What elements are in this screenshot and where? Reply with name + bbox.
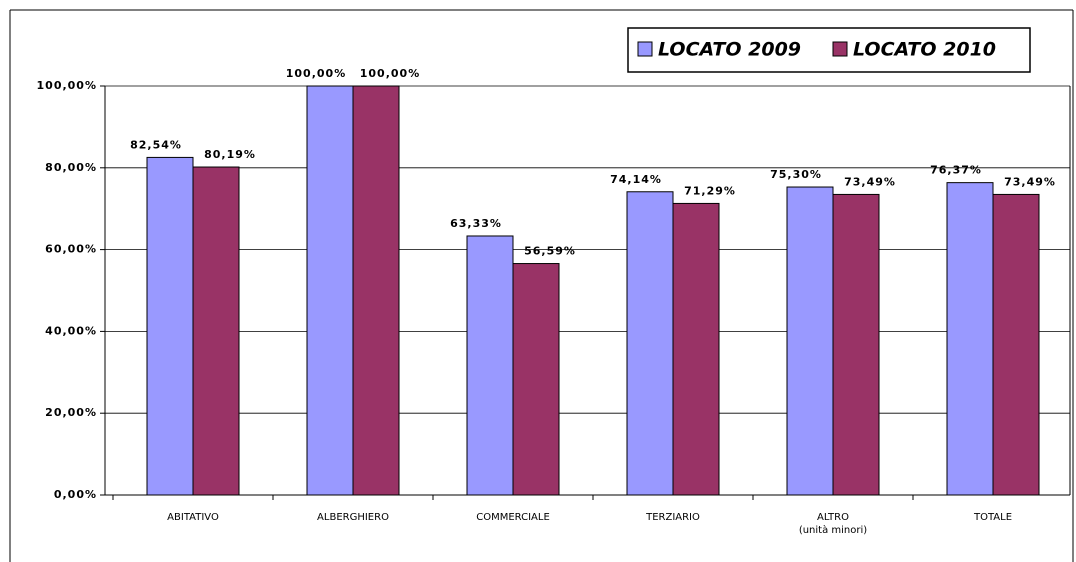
legend-label: LOCATO 2010 — [853, 39, 996, 61]
bar — [352, 85, 400, 496]
x-tick-label: TOTALE — [973, 512, 1013, 523]
y-tick-label: 40,00% — [45, 324, 97, 337]
bar — [306, 85, 354, 496]
data-label: 100,00% — [286, 67, 346, 80]
bar — [946, 182, 994, 496]
bar — [512, 263, 560, 496]
bar — [146, 156, 194, 496]
legend-box — [627, 27, 1031, 73]
x-tick-label: ABITATIVO — [167, 512, 219, 523]
data-label: 82,54% — [130, 138, 182, 151]
data-label: 63,33% — [450, 217, 502, 230]
bar — [626, 191, 674, 496]
bar — [832, 193, 880, 496]
legend-swatch — [832, 41, 848, 57]
data-label: 76,37% — [930, 164, 982, 177]
data-label: 75,30% — [770, 168, 822, 181]
bar — [192, 166, 240, 496]
x-tick-label: TERZIARIO — [646, 512, 700, 523]
legend-swatch — [637, 41, 653, 57]
x-tick-label: COMMERCIALE — [476, 512, 550, 523]
y-tick-label: 100,00% — [37, 79, 97, 92]
data-label: 74,14% — [610, 173, 662, 186]
y-tick-label: 60,00% — [45, 243, 97, 256]
data-label: 100,00% — [360, 67, 420, 80]
x-tick-label: ALTRO (unità minori) — [798, 512, 868, 536]
x-tick-label: ALBERGHIERO — [317, 512, 389, 523]
data-label: 56,59% — [524, 245, 576, 258]
y-tick-label: 20,00% — [45, 406, 97, 419]
bar — [672, 202, 720, 496]
bar — [786, 186, 834, 496]
data-label: 73,49% — [1004, 175, 1056, 188]
bar — [992, 193, 1040, 496]
bar — [466, 235, 514, 496]
legend-label: LOCATO 2009 — [658, 39, 801, 61]
data-label: 80,19% — [204, 148, 256, 161]
y-tick-label: 0,00% — [54, 488, 97, 501]
y-tick-label: 80,00% — [45, 161, 97, 174]
data-label: 73,49% — [844, 175, 896, 188]
data-label: 71,29% — [684, 184, 736, 197]
